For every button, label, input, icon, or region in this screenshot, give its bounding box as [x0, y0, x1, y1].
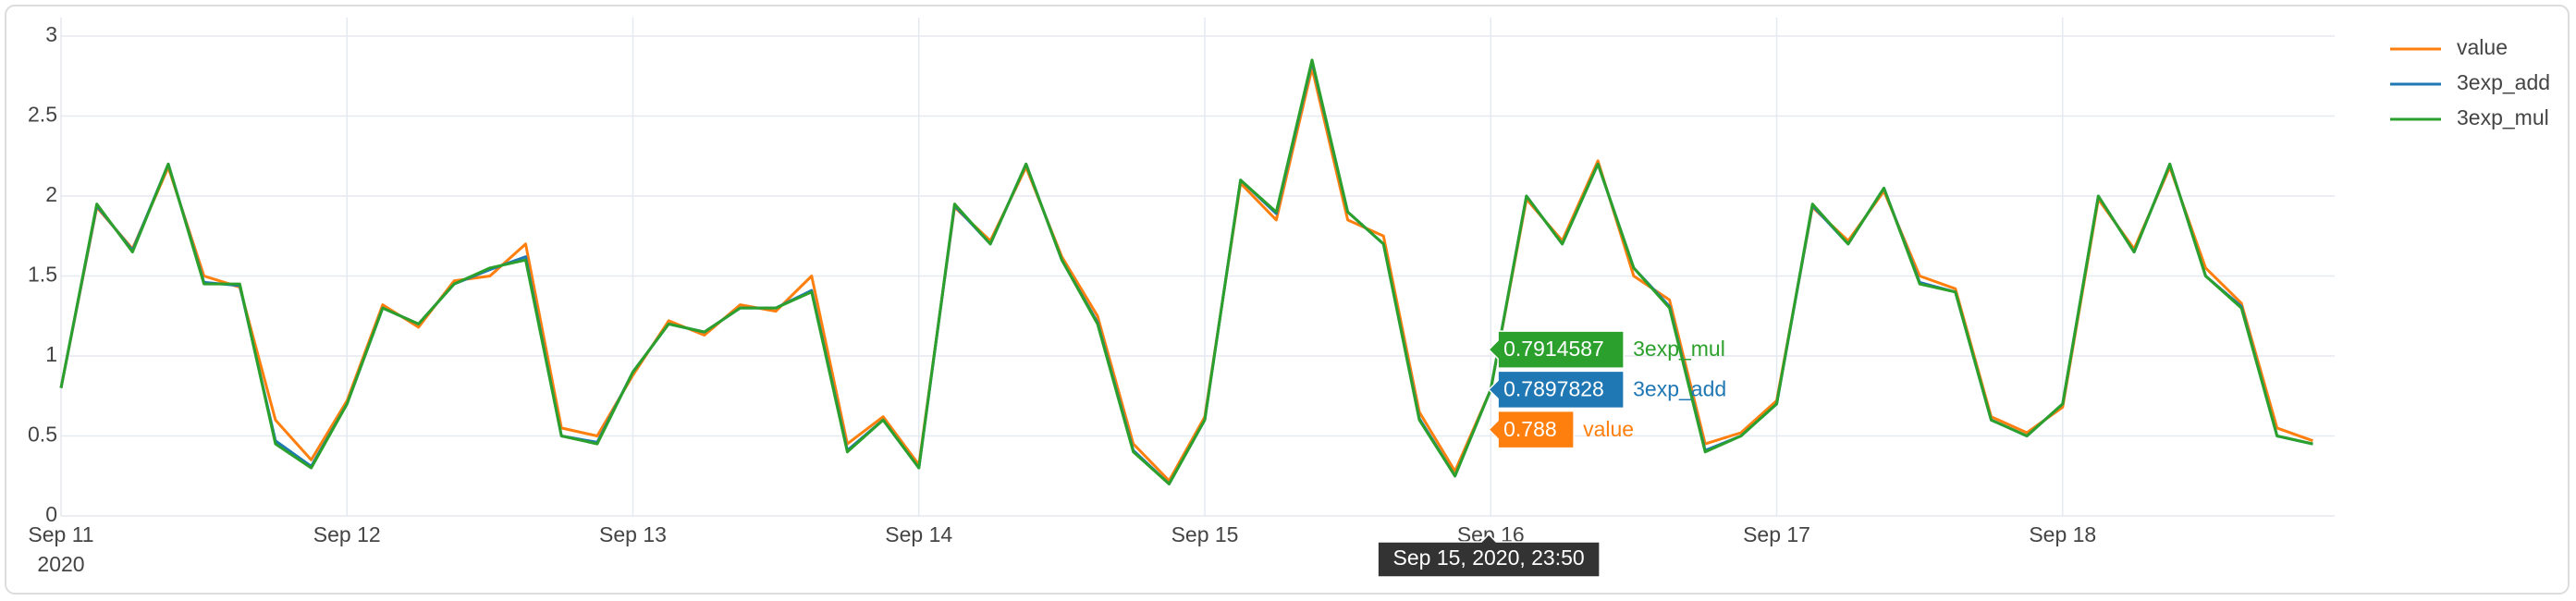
y-tick-label: 0	[45, 502, 57, 526]
hover-name: value	[1583, 417, 1634, 441]
y-tick-label: 3	[45, 22, 57, 46]
legend-label: value	[2457, 35, 2508, 59]
legend-label: 3exp_add	[2457, 70, 2550, 94]
y-tick-label: 2	[45, 182, 57, 206]
y-tick-label: 1	[45, 342, 57, 366]
hover-value: 0.7914587	[1503, 337, 1604, 361]
x-tick-label: Sep 14	[885, 522, 952, 546]
hover-value: 0.7897828	[1503, 376, 1604, 400]
y-tick-label: 2.5	[28, 103, 57, 127]
x-tick-label: Sep 15	[1171, 522, 1239, 546]
line-series	[59, 58, 2313, 485]
hover-name: 3exp_add	[1633, 376, 1726, 400]
x-year-label: 2020	[37, 552, 84, 576]
legend-label: 3exp_mul	[2457, 105, 2549, 129]
hover-tooltip: 0.7914587 3exp_mul 0.7897828 3exp_add 0.788 v…	[1377, 330, 1726, 578]
card	[5, 5, 2570, 595]
y-tick-label: 0.5	[28, 423, 57, 447]
hover-box	[1488, 370, 1625, 410]
hover-value: 0.788	[1503, 417, 1557, 441]
hover-x-box	[1377, 533, 1601, 578]
hover-name: 3exp_mul	[1633, 337, 1725, 361]
y-tick-label: 1.5	[28, 263, 57, 287]
hover-x-label: Sep 15, 2020, 23:50	[1393, 546, 1585, 570]
x-tick-label: Sep 11	[28, 522, 93, 546]
hover-box	[1488, 330, 1625, 369]
x-tick-label: Sep 17	[1743, 522, 1810, 546]
x-tick-label: Sep 12	[313, 522, 381, 546]
x-tick-label: Sep 18	[2029, 522, 2096, 546]
x-tick-label: Sep 13	[599, 522, 667, 546]
hover-box	[1488, 410, 1575, 449]
